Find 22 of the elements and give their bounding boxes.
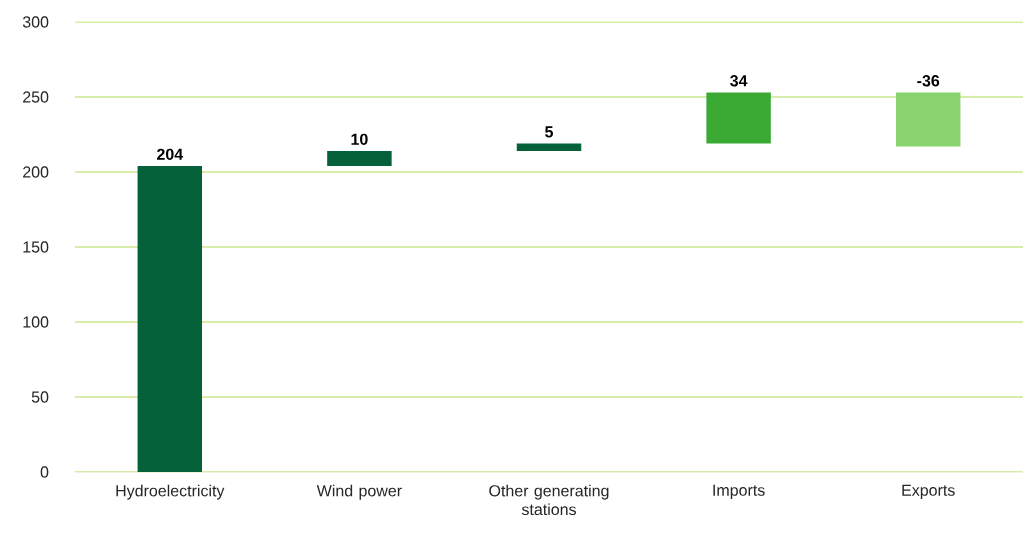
bar (516, 143, 582, 151)
y-tick-label: 150 (23, 241, 49, 253)
bar (327, 151, 392, 166)
data-label: 204 (157, 148, 184, 160)
bar (706, 92, 771, 144)
y-tick-label: 50 (31, 391, 49, 403)
data-label: 34 (730, 75, 748, 87)
y-tick-label: 100 (23, 316, 49, 328)
y-tick-label: 200 (23, 166, 49, 178)
x-tick-label: Hydroelectricity (116, 484, 225, 500)
data-label: 5 (545, 126, 553, 138)
bar (137, 166, 203, 472)
y-tick-label: 250 (23, 91, 49, 103)
data-label: -36 (917, 75, 940, 87)
y-tick-label: 300 (22, 16, 49, 28)
bar (895, 92, 961, 147)
x-tick-label: Wind power (316, 484, 402, 500)
y-tick-label: 0 (40, 466, 49, 478)
data-label: 10 (351, 133, 368, 145)
x-tick-label: Imports (713, 484, 765, 500)
x-tick-label: Other generating stations (489, 484, 609, 516)
x-tick-label: Exports (902, 484, 955, 500)
